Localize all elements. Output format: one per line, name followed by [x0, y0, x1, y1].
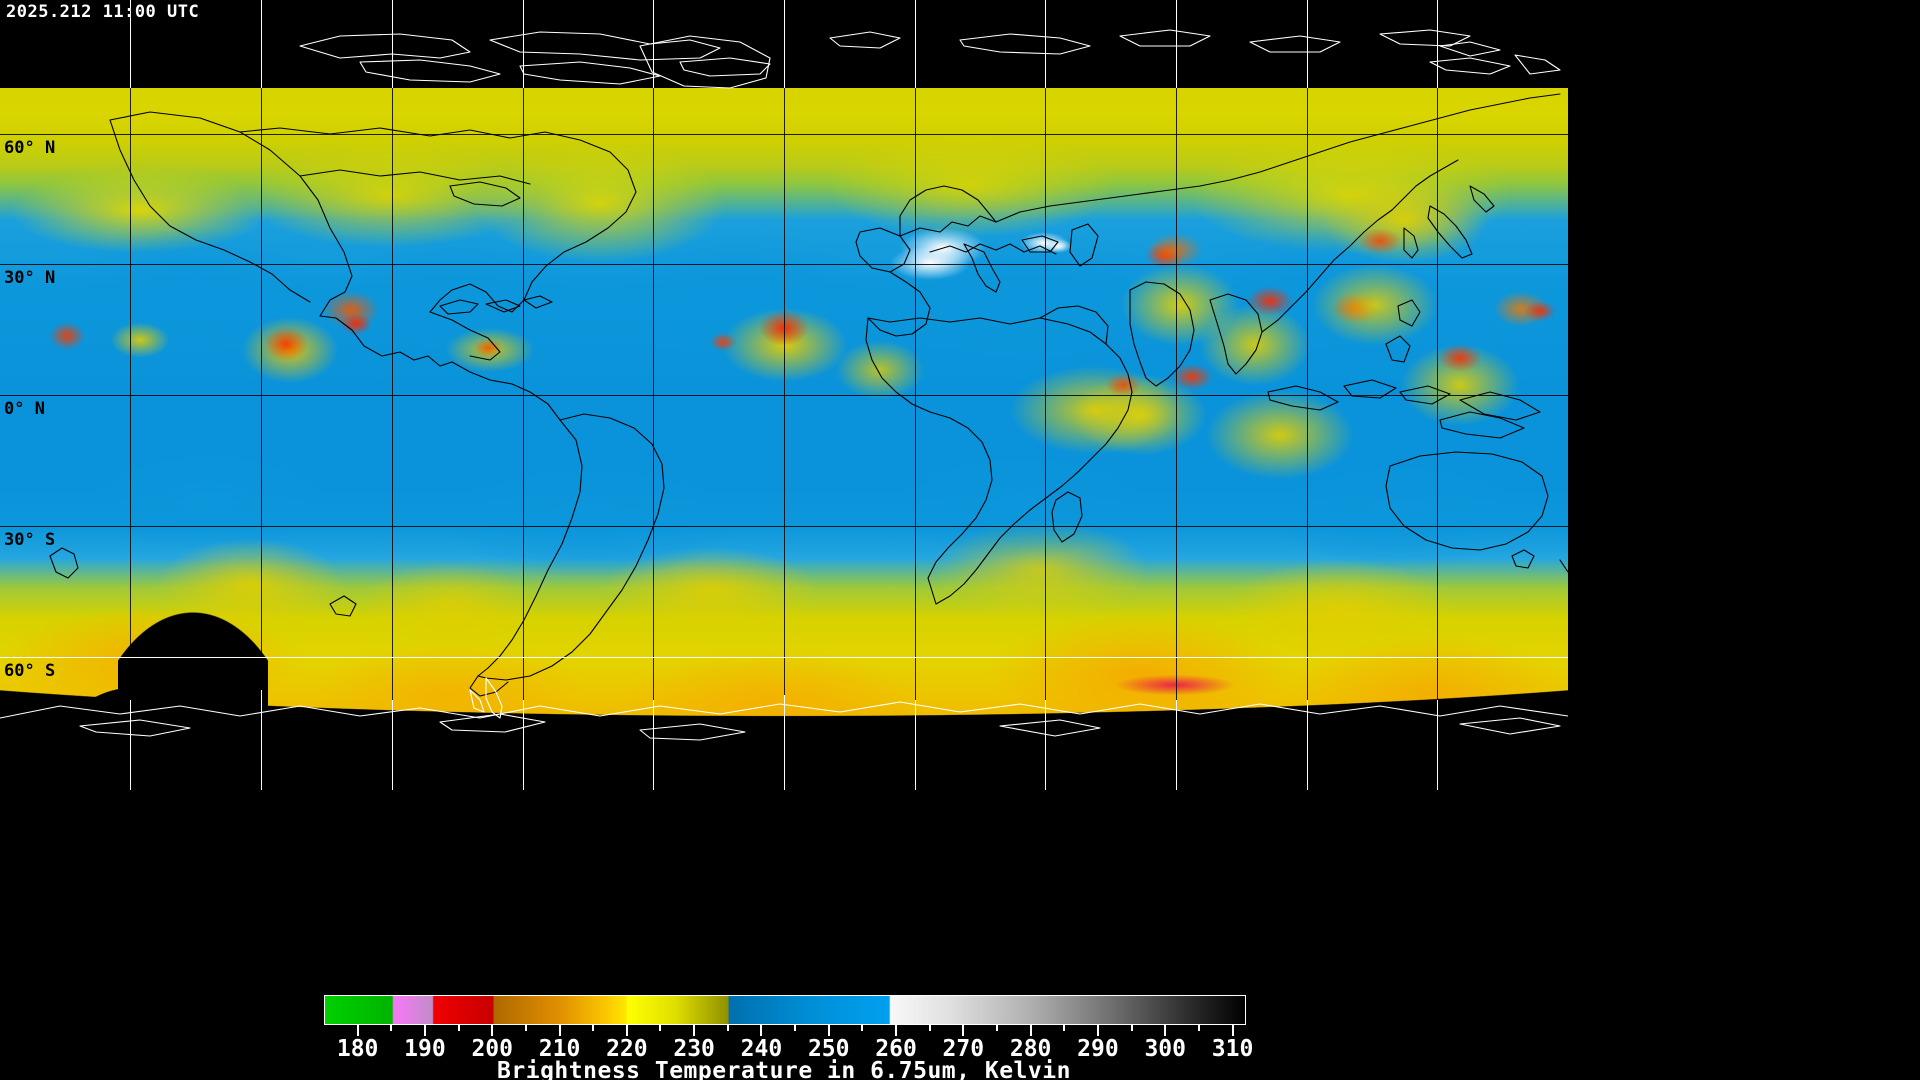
right-filler — [1568, 0, 1920, 1080]
colorbar-minor-tick — [995, 1025, 998, 1031]
colorbar-tick-label: 190 — [404, 1036, 446, 1062]
colorbar-tick-label: 240 — [740, 1036, 783, 1062]
colorbar-tick-label: 290 — [1077, 1036, 1119, 1062]
colorbar-ticks — [324, 1025, 1246, 1036]
colorbar-tick — [625, 1025, 628, 1036]
colorbar-tick-label: 310 — [1211, 1036, 1254, 1062]
colorbar-tick — [962, 1025, 965, 1036]
colorbar-tick-label: 280 — [1009, 1036, 1052, 1062]
colorbar-minor-tick — [861, 1025, 864, 1031]
colorbar-tick — [693, 1025, 696, 1036]
colorbar-title: Brightness Temperature in 6.75um, Kelvin — [497, 1058, 1071, 1080]
colorbar-minor-tick — [1197, 1025, 1200, 1031]
colorbar-tick — [895, 1025, 898, 1036]
colorbar-tick — [423, 1025, 426, 1036]
colorbar-tick — [356, 1025, 359, 1036]
colorbar-minor-tick — [457, 1025, 460, 1031]
colorbar-tick — [558, 1025, 561, 1036]
north-polar-taper — [0, 0, 1568, 96]
world-map-panel[interactable]: 60° N 30° N 0° N 30° S 60° S 2025.212 11… — [0, 0, 1568, 790]
coverage-gap-wedge — [118, 548, 268, 790]
colorbar-minor-tick — [794, 1025, 797, 1031]
colorbar-wrap[interactable]: 180 190 200 210 220 230 240 250 260 270 280 290 300 3… — [324, 995, 1253, 1062]
colorbar-tick — [760, 1025, 763, 1036]
colorbar-tick-label: 270 — [942, 1036, 985, 1062]
colorbar-tick — [491, 1025, 494, 1036]
colorbar-minor-tick — [390, 1025, 393, 1031]
colorbar-legend: 180 190 200 210 220 230 240 250 260 270 280 290 300 3… — [0, 790, 1568, 1080]
coverage-gap-wedge-2 — [0, 640, 120, 790]
colorbar-tick — [1231, 1025, 1234, 1036]
colorbar-tick-label: 220 — [606, 1036, 648, 1062]
colorbar-tick — [1164, 1025, 1167, 1036]
colorbar-tick — [1096, 1025, 1099, 1036]
colorbar-minor-tick — [928, 1025, 931, 1031]
brightness-temperature-field — [0, 0, 1568, 790]
colorbar-tick-label: 210 — [538, 1036, 581, 1062]
colorbar-tick-label: 200 — [471, 1036, 514, 1062]
colorbar-minor-tick — [726, 1025, 729, 1031]
colorbar-minor-tick — [524, 1025, 527, 1031]
colorbar-gradient[interactable] — [324, 995, 1246, 1025]
colorbar-tick-label: 180 — [336, 1036, 379, 1062]
colorbar-minor-tick — [659, 1025, 662, 1031]
colorbar-minor-tick — [592, 1025, 595, 1031]
colorbar-tick — [827, 1025, 830, 1036]
colorbar-minor-tick — [1130, 1025, 1133, 1031]
colorbar-tick-label: 250 — [807, 1036, 850, 1062]
colorbar-tick-labels: 180 190 200 210 220 230 240 250 260 270 280 290 300 3… — [324, 1036, 1253, 1064]
colorbar-tick — [1029, 1025, 1032, 1036]
timestamp-label: 2025.212 11:00 UTC — [6, 2, 200, 22]
colorbar-minor-tick — [1063, 1025, 1066, 1031]
colorbar-tick-label: 300 — [1144, 1036, 1187, 1062]
colorbar-tick-label: 230 — [673, 1036, 715, 1062]
colorbar-tick-label: 260 — [875, 1036, 917, 1062]
